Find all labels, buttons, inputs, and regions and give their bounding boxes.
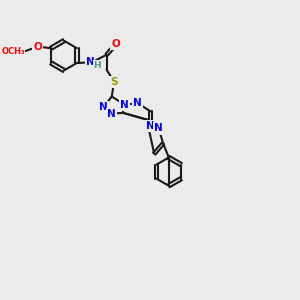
Text: N: N <box>120 100 129 110</box>
Text: O: O <box>111 39 120 50</box>
Text: S: S <box>110 76 118 87</box>
Text: N: N <box>107 109 116 118</box>
Text: N: N <box>99 102 108 112</box>
Text: N: N <box>86 57 95 67</box>
Text: N: N <box>154 124 163 134</box>
Text: N: N <box>146 121 155 131</box>
Text: OCH₃: OCH₃ <box>2 47 25 56</box>
Text: N: N <box>134 98 142 108</box>
Text: O: O <box>33 42 42 52</box>
Text: H: H <box>93 61 101 70</box>
